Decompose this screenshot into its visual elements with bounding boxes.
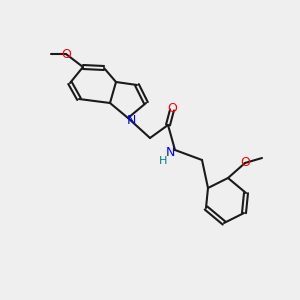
- Text: O: O: [240, 157, 250, 169]
- Text: N: N: [126, 113, 136, 127]
- Text: O: O: [167, 103, 177, 116]
- Text: H: H: [159, 156, 167, 166]
- Text: N: N: [165, 146, 175, 160]
- Text: O: O: [61, 47, 71, 61]
